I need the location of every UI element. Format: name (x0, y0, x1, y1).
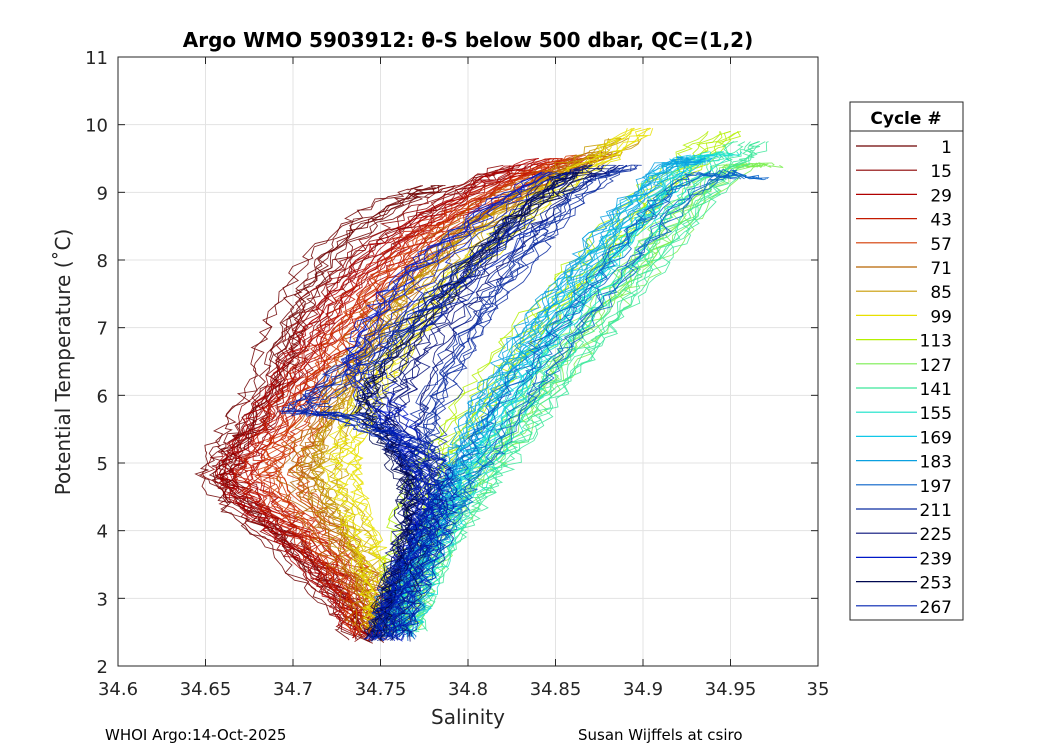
series-71-profile (276, 151, 590, 635)
series-85-profile (311, 137, 619, 629)
series-267 (278, 219, 549, 642)
series-267-profile (295, 219, 530, 637)
legend-label-141: 141 (920, 380, 952, 400)
legend-label-1: 1 (941, 138, 952, 158)
x-tick-label: 34.6 (98, 679, 138, 700)
legend-label-113: 113 (920, 332, 952, 352)
series-225-profile (367, 164, 585, 638)
y-tick-label: 5 (97, 454, 108, 475)
series-239-profile (355, 171, 553, 642)
legend-label-211: 211 (920, 501, 952, 521)
series-239-profile (353, 171, 558, 642)
y-axis-label: Potential Temperature (˚C) (51, 229, 75, 496)
x-tick-label: 34.75 (355, 679, 407, 700)
series-141-profile (405, 141, 760, 632)
series-197-profile (371, 171, 732, 638)
footer-left: WHOI Argo:14-Oct-2025 (105, 726, 287, 744)
series-99-profile (327, 128, 632, 629)
legend-entries: 1 15 29 43 57 71 85 99 113 127 141 155 169 183 197 211 2… (856, 138, 952, 618)
series-253-profile (370, 171, 593, 641)
series-15-profile (219, 164, 522, 642)
x-tick-label: 34.8 (448, 679, 488, 700)
series-57-profile (263, 154, 587, 632)
legend-label-253: 253 (920, 574, 952, 594)
series-85-profile (328, 138, 639, 632)
series-211-profile (393, 164, 642, 638)
legend-label-169: 169 (920, 428, 952, 448)
series-155-profile (413, 151, 743, 633)
legend: Cycle # 1 15 29 43 57 71 85 99 113 127 141 155 169 18… (849, 101, 964, 621)
footer-right: Susan Wijffels at csiro (578, 726, 743, 744)
legend-label-225: 225 (920, 525, 952, 545)
y-tick-label: 2 (97, 657, 108, 678)
series-267-profile (318, 219, 548, 641)
legend-label-127: 127 (920, 356, 952, 376)
legend-label-71: 71 (930, 259, 952, 279)
series-155-profile (395, 151, 724, 632)
series-29-profile (219, 158, 540, 639)
series-211-profile (386, 165, 638, 641)
legend-label-29: 29 (930, 186, 952, 206)
chart-title: Argo WMO 5903912: θ-S below 500 dbar, QC… (183, 28, 753, 52)
y-tick-label: 9 (97, 183, 108, 204)
series-239-profile (378, 171, 575, 641)
series-141-profile (400, 141, 751, 635)
legend-label-155: 155 (920, 404, 952, 424)
legend-label-183: 183 (920, 453, 952, 473)
series-225-profile (398, 164, 617, 638)
legend-label-43: 43 (930, 211, 952, 231)
y-tick-label: 11 (85, 48, 108, 69)
series-layer (194, 127, 784, 644)
x-tick-label: 35 (807, 679, 830, 700)
y-axis-ticks: 2 3 4 5 6 7 8 9 10 11 (85, 48, 818, 678)
x-tick-label: 34.85 (530, 679, 582, 700)
series-211-profile (386, 164, 631, 640)
series-267-profile (285, 219, 515, 642)
x-tick-label: 34.95 (705, 679, 757, 700)
x-tick-label: 34.7 (273, 679, 313, 700)
series-43-profile (233, 158, 558, 637)
legend-title: Cycle # (870, 109, 941, 129)
series-15-profile (198, 164, 504, 640)
series-1-profile (230, 185, 456, 641)
legend-label-85: 85 (930, 283, 952, 303)
legend-label-239: 239 (920, 549, 952, 569)
series-43-profile (234, 158, 560, 634)
series-1-profile (201, 185, 424, 641)
series-141-profile (411, 141, 760, 635)
series-99-profile (347, 127, 652, 629)
y-tick-label: 3 (97, 589, 108, 610)
series-267-profile (313, 219, 549, 637)
series-15-profile (213, 165, 515, 642)
series-239-profile (370, 171, 568, 642)
x-tick-label: 34.65 (180, 679, 232, 700)
series-253-profile (361, 171, 575, 642)
y-tick-label: 6 (97, 386, 108, 407)
legend-label-99: 99 (930, 307, 952, 327)
x-axis-label: Salinity (431, 705, 505, 729)
series-197-profile (403, 169, 767, 638)
x-axis-ticks: 34.6 34.65 34.7 34.75 34.8 34.85 34.9 34.95 35 (98, 57, 829, 700)
y-tick-label: 4 (97, 522, 108, 543)
legend-label-57: 57 (930, 235, 952, 255)
series-155-profile (395, 151, 726, 632)
legend-label-15: 15 (930, 162, 952, 182)
legend-label-267: 267 (920, 598, 952, 618)
series-57-profile (273, 154, 593, 634)
y-tick-label: 7 (97, 319, 108, 340)
y-tick-label: 8 (97, 251, 108, 272)
series-1-profile (194, 185, 422, 641)
series-85-profile (308, 137, 622, 629)
x-tick-label: 34.9 (623, 679, 663, 700)
series-183-profile (397, 158, 704, 637)
y-tick-label: 10 (85, 116, 108, 137)
series-43-profile (234, 158, 563, 639)
legend-label-197: 197 (920, 477, 952, 497)
